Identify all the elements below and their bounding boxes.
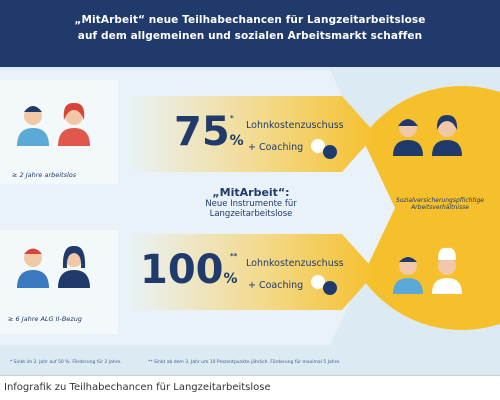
- group1-label: ≥ 2 Jahre arbeitslos: [12, 171, 77, 179]
- title-band: [0, 0, 500, 67]
- center-block: „MitArbeit“: Neue Instrumente für Langze…: [186, 186, 316, 219]
- subsidy-label-2: Lohnkostenzuschuss: [246, 258, 344, 269]
- percent-75-sign: %: [229, 133, 244, 149]
- center-line-2: Neue Instrumente für: [205, 199, 297, 209]
- workers-top-icon: [393, 115, 462, 156]
- title-block: „MitArbeit“ neue Teilhabechancen für Lan…: [0, 0, 500, 66]
- coaching-bubble-icon-2: [311, 275, 337, 295]
- center-line-1: „MitArbeit“:: [212, 186, 290, 199]
- group1-people-icon: [17, 102, 90, 146]
- subsidy-label-1: Lohnkostenzuschuss: [246, 120, 344, 131]
- arrow-100: [128, 234, 376, 310]
- percent-100-sign: %: [223, 271, 238, 287]
- image-caption: Infografik zu Teilhabechancen für Langze…: [4, 382, 271, 393]
- group1-panel: [0, 80, 118, 184]
- coaching-bubble-icon-1: [311, 139, 337, 159]
- footnote-2: ** Sinkt ab dem 3. Jahr um 10 Prozentpun…: [148, 360, 341, 365]
- right-label-line-1: Sozialversicherungspflichtige: [396, 197, 484, 204]
- footnote-1: * Sinkt im 2. Jahr auf 50 %. Förderung f…: [10, 360, 122, 365]
- right-label: Sozialversicherungspflichtige Arbeitsver…: [385, 197, 495, 211]
- title-line-1: „MitArbeit“ neue Teilhabechancen für Lan…: [74, 14, 426, 26]
- group2-label: ≥ 6 Jahre ALG II-Bezug: [8, 315, 82, 323]
- coaching-label-2: + Coaching: [248, 280, 304, 291]
- percent-75-stars: *: [230, 114, 234, 122]
- percent-100-stars: **: [230, 252, 238, 260]
- percent-100-value: 100: [140, 247, 224, 293]
- workers-bottom-icon: [393, 247, 462, 294]
- caption-strip: [0, 375, 500, 400]
- title-line-2: auf dem allgemeinen und sozialen Arbeits…: [77, 30, 423, 42]
- percent-100: 100% **: [140, 250, 238, 290]
- center-line-3: Langzeitarbeitslose: [209, 209, 293, 219]
- coaching-label-1: + Coaching: [248, 142, 304, 153]
- percent-75-value: 75: [174, 109, 230, 155]
- percent-75: 75% *: [174, 112, 244, 152]
- arrow-75: [128, 96, 376, 172]
- right-label-line-2: Arbeitsverhältnisse: [411, 204, 469, 211]
- group2-people-icon: [17, 245, 90, 288]
